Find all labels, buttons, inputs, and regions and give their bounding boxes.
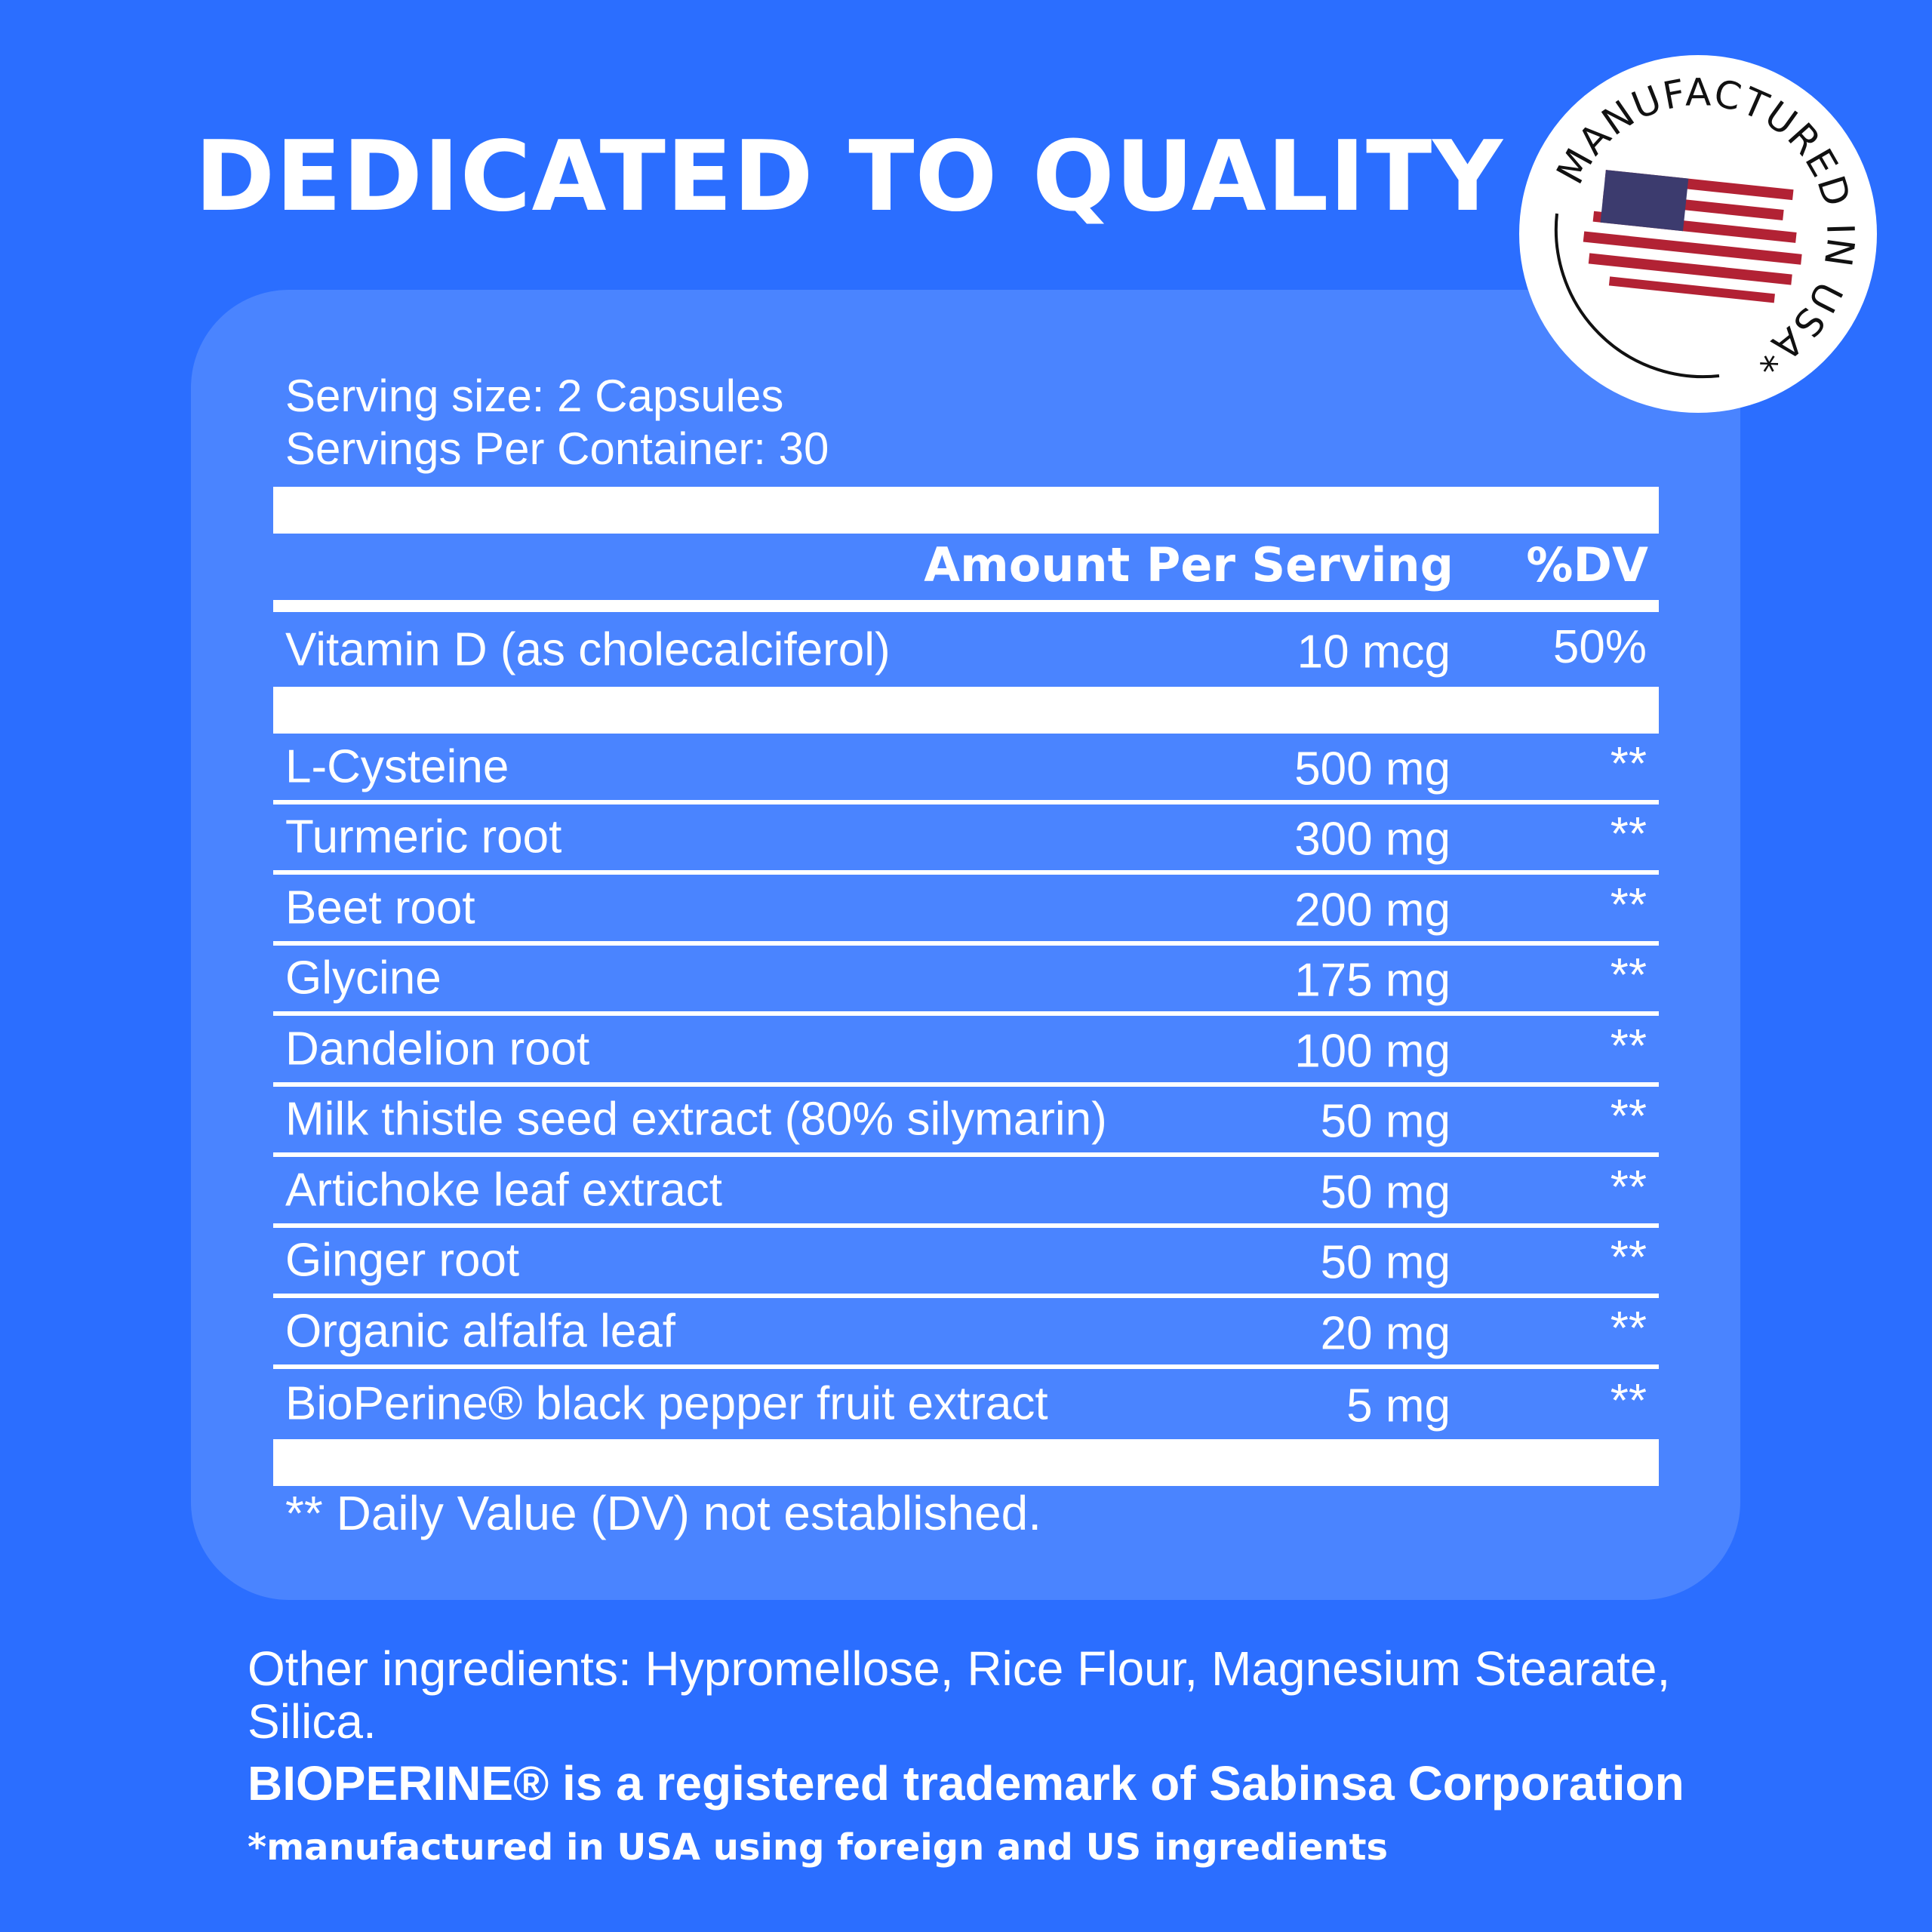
badge-arc: [1554, 213, 1720, 379]
other-ingredients: Other ingredients: Hypromellose, Rice Fl…: [248, 1641, 1671, 1749]
ingredient-amount: 20 mg: [1320, 1307, 1451, 1360]
header-amount: Amount Per Serving: [924, 537, 1454, 592]
ingredient-dv: **: [1610, 1020, 1647, 1072]
ingredient-name: Dandelion root: [285, 1023, 590, 1075]
ingredient-dv: **: [1610, 737, 1647, 790]
ingredient-name: Glycine: [285, 952, 441, 1004]
footnote: ** Daily Value (DV) not established.: [285, 1486, 1041, 1540]
divider-bar: [273, 487, 1659, 534]
table-row: Glycine 175 mg **: [273, 946, 1659, 1016]
ingredient-dv: 50%: [1552, 620, 1647, 673]
table-row: Beet root 200 mg **: [273, 875, 1659, 946]
manufactured-in-usa-badge: MANUFACTURED IN USA*: [1519, 55, 1877, 413]
table-row: Artichoke leaf extract 50 mg **: [273, 1157, 1659, 1228]
trademark-note: BIOPERINE® is a registered trademark of …: [248, 1756, 1684, 1810]
ingredient-name: Beet root: [285, 881, 475, 934]
table-row: Ginger root 50 mg **: [273, 1228, 1659, 1298]
divider-bar: [273, 687, 1659, 734]
ingredient-rows: L-Cysteine 500 mg ** Turmeric root 300 mg ** B…: [273, 734, 1659, 1439]
ingredient-amount: 300 mg: [1294, 813, 1451, 866]
page-title: DEDICATED TO QUALITY: [195, 121, 1503, 233]
ingredient-name: Artichoke leaf extract: [285, 1164, 722, 1217]
ingredient-name: Milk thistle seed extract (80% silymarin…: [285, 1093, 1107, 1146]
table-row: L-Cysteine 500 mg **: [273, 734, 1659, 804]
ingredient-dv: **: [1610, 949, 1647, 1002]
supplement-facts-table: Amount Per Serving %DV Vitamin D (as cho…: [273, 487, 1659, 1486]
divider-bar: [273, 1439, 1659, 1486]
ingredient-dv: **: [1610, 1302, 1647, 1355]
ingredient-name: L-Cysteine: [285, 740, 509, 793]
ingredient-dv: **: [1610, 878, 1647, 931]
manufactured-note: *manufactured in USA using foreign and U…: [248, 1826, 1389, 1869]
ingredient-dv: **: [1610, 1161, 1647, 1214]
ingredient-dv: **: [1610, 808, 1647, 861]
table-header: Amount Per Serving %DV: [273, 534, 1659, 600]
ingredient-amount: 200 mg: [1294, 884, 1451, 937]
ingredient-name: Turmeric root: [285, 811, 562, 863]
ingredient-amount: 50 mg: [1320, 1166, 1451, 1219]
divider-bar: [273, 600, 1659, 612]
ingredient-amount: 5 mg: [1346, 1380, 1451, 1432]
ingredient-amount: 100 mg: [1294, 1025, 1451, 1078]
table-row: Milk thistle seed extract (80% silymarin…: [273, 1087, 1659, 1157]
ingredient-amount: 500 mg: [1294, 743, 1451, 795]
table-row: Organic alfalfa leaf 20 mg **: [273, 1298, 1659, 1369]
ingredient-dv: **: [1610, 1375, 1647, 1428]
us-flag-icon: [1583, 170, 1802, 303]
ingredient-amount: 175 mg: [1294, 954, 1451, 1007]
table-row: BioPerine® black pepper fruit extract 5 m…: [273, 1369, 1659, 1440]
ingredient-dv: **: [1610, 1091, 1647, 1143]
table-row: Dandelion root 100 mg **: [273, 1016, 1659, 1087]
ingredient-name: BioPerine® black pepper fruit extract: [285, 1377, 1048, 1430]
servings-per-container: Servings Per Container: 30: [285, 423, 829, 474]
table-row-vitamin-d: Vitamin D (as cholecalciferol) 10 mcg 50…: [273, 612, 1659, 687]
header-dv: %DV: [1526, 537, 1648, 592]
table-row: Turmeric root 300 mg **: [273, 804, 1659, 875]
ingredient-amount: 10 mcg: [1297, 625, 1451, 678]
ingredient-dv: **: [1610, 1232, 1647, 1284]
ingredient-name: Organic alfalfa leaf: [285, 1305, 675, 1358]
ingredient-amount: 50 mg: [1320, 1095, 1451, 1148]
ingredient-name: Ginger root: [285, 1234, 520, 1287]
serving-size: Serving size: 2 Capsules: [285, 371, 784, 421]
ingredient-amount: 50 mg: [1320, 1236, 1451, 1289]
ingredient-name: Vitamin D (as cholecalciferol): [285, 623, 891, 675]
